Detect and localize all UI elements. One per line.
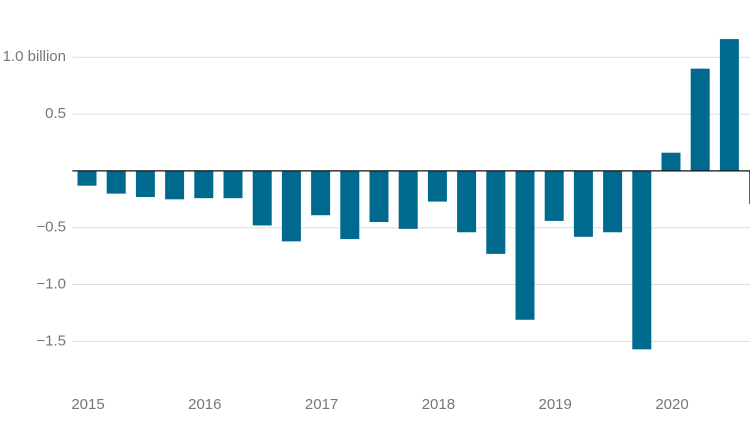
bar [194, 170, 214, 199]
x-tick-label: 2015 [71, 396, 104, 413]
y-tick-label: 0.5 [45, 105, 66, 122]
bar [311, 170, 331, 216]
bar [106, 170, 126, 194]
bar [486, 170, 506, 254]
bar [632, 170, 652, 350]
bar [135, 170, 155, 198]
bar [427, 170, 447, 202]
bar [690, 68, 710, 171]
bar [515, 170, 535, 320]
x-tick-label: 2017 [305, 396, 338, 413]
x-tick-label: 2016 [188, 396, 221, 413]
bar [603, 170, 623, 233]
y-tick-label: −1.0 [36, 276, 66, 293]
bar [544, 170, 564, 221]
bar [340, 170, 360, 240]
bar [573, 170, 593, 237]
y-tick-label: −0.5 [36, 219, 66, 236]
bar [223, 170, 243, 199]
x-tick-label: 2018 [422, 396, 455, 413]
y-tick-label: −1.5 [36, 332, 66, 349]
bar [165, 170, 185, 200]
y-tick-label: 1.0 billion [3, 48, 66, 65]
bar [457, 170, 477, 233]
bar [661, 152, 681, 171]
bar [77, 170, 97, 186]
x-tick-label: 2019 [539, 396, 572, 413]
bar [281, 170, 301, 242]
x-tick-label: 2020 [655, 396, 688, 413]
bar [252, 170, 272, 226]
bar [369, 170, 389, 223]
bar [398, 170, 418, 229]
bar [719, 39, 739, 171]
